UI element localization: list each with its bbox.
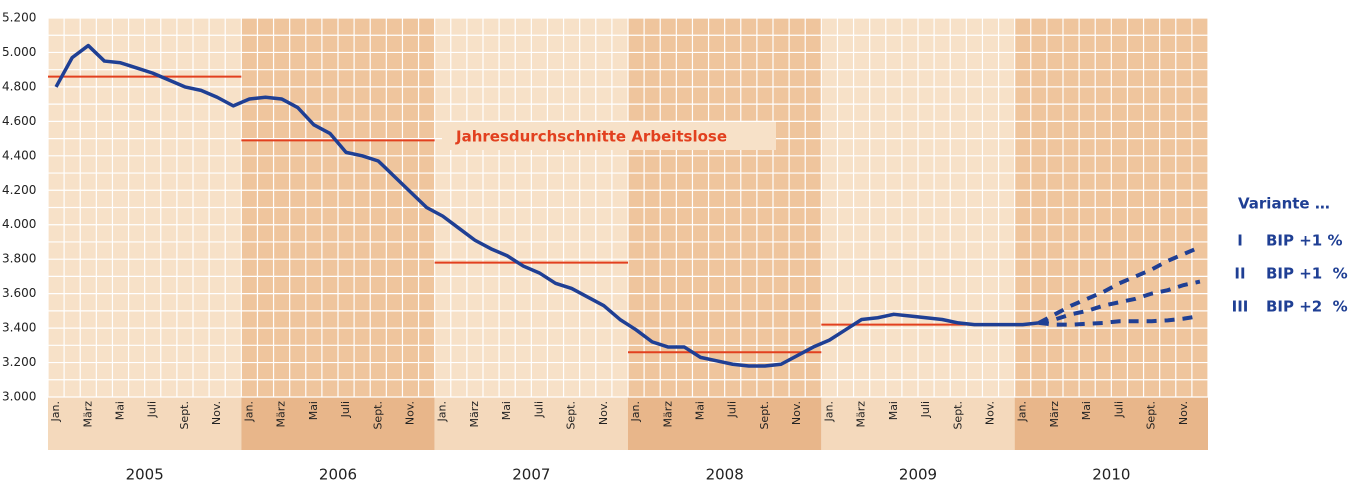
projection-line: [1038, 279, 1201, 325]
x-tick-label: Mai: [694, 401, 707, 420]
annotation-bg: [442, 122, 776, 150]
x-tick-label: Sept.: [1145, 401, 1158, 430]
x-tick-label: Jan.: [629, 401, 642, 422]
label-band: [434, 397, 628, 450]
y-tick-label: 3.000: [2, 390, 36, 404]
x-tick-label: Mai: [114, 401, 127, 420]
x-tick-label: Sept.: [178, 401, 191, 430]
x-tick-label: März: [81, 401, 94, 428]
year-label: 2009: [899, 466, 937, 484]
x-tick-label: März: [855, 401, 868, 428]
year-label: 2008: [706, 466, 744, 484]
label-band: [821, 397, 1015, 450]
x-tick-label: Juli: [1112, 401, 1125, 418]
x-tick-label: Juli: [146, 401, 159, 418]
annotation: Jahresdurchschnitte Arbeitslose: [455, 128, 727, 146]
x-tick-label: Sept.: [565, 401, 578, 430]
x-tick-label: Juli: [339, 401, 352, 418]
label-band: [48, 397, 242, 450]
y-tick-label: 3.600: [2, 286, 36, 300]
x-tick-label: Nov.: [404, 401, 417, 425]
x-tick-label: Sept.: [951, 401, 964, 430]
legend-title: Variante …: [1238, 195, 1330, 213]
y-tick-label: 4.800: [2, 79, 36, 93]
x-tick-label: Nov.: [597, 401, 610, 425]
x-tick-label: Nov.: [790, 401, 803, 425]
x-tick-label: Jan.: [242, 401, 255, 422]
y-tick-label: 5.000: [2, 45, 36, 59]
y-tick-label: 5.200: [2, 11, 36, 25]
x-tick-label: Jan.: [1016, 401, 1029, 422]
x-tick-label: Mai: [500, 401, 513, 420]
x-tick-label: Juli: [532, 401, 545, 418]
year-label: 2005: [126, 466, 164, 484]
x-tick-label: Nov.: [984, 401, 997, 425]
x-tick-label: Mai: [887, 401, 900, 420]
y-tick-label: 3.800: [2, 252, 36, 266]
x-tick-label: März: [1048, 401, 1061, 428]
x-tick-label: Juli: [919, 401, 932, 418]
x-tick-label: Sept.: [371, 401, 384, 430]
y-tick-label: 4.600: [2, 114, 36, 128]
legend-label: BIP +2 %: [1266, 298, 1348, 316]
year-label: 2006: [319, 466, 357, 484]
y-tick-label: 3.200: [2, 355, 36, 369]
label-band: [241, 397, 435, 450]
x-tick-label: März: [275, 401, 288, 428]
x-tick-label: Mai: [1080, 401, 1093, 420]
y-tick-label: 4.200: [2, 183, 36, 197]
label-band: [628, 397, 822, 450]
projection-line: [1038, 314, 1201, 327]
x-tick-label: Jan.: [822, 401, 835, 422]
legend-label: BIP +1 %: [1266, 265, 1348, 283]
x-tick-label: Nov.: [1177, 401, 1190, 425]
x-tick-label: März: [661, 401, 674, 428]
x-tick-label: Mai: [307, 401, 320, 420]
projection-line: [1037, 245, 1201, 325]
x-tick-label: März: [468, 401, 481, 428]
x-tick-label: Jan.: [49, 401, 62, 422]
x-tick-label: Juli: [726, 401, 739, 418]
x-tick-label: Jan.: [436, 401, 449, 422]
y-tick-label: 3.400: [2, 321, 36, 335]
main-line: [54, 43, 1040, 368]
year-label: 2007: [512, 466, 550, 484]
x-tick-label: Sept.: [758, 401, 771, 430]
legend-key: I: [1237, 232, 1243, 250]
year-label: 2010: [1092, 466, 1130, 484]
y-tick-label: 4.000: [2, 217, 36, 231]
y-tick-label: 4.400: [2, 148, 36, 162]
legend-key: III: [1232, 298, 1249, 316]
legend-label: BIP +1 %: [1266, 232, 1343, 250]
label-band: [1014, 397, 1208, 450]
x-tick-label: Nov.: [210, 401, 223, 425]
legend-key: II: [1234, 265, 1245, 283]
